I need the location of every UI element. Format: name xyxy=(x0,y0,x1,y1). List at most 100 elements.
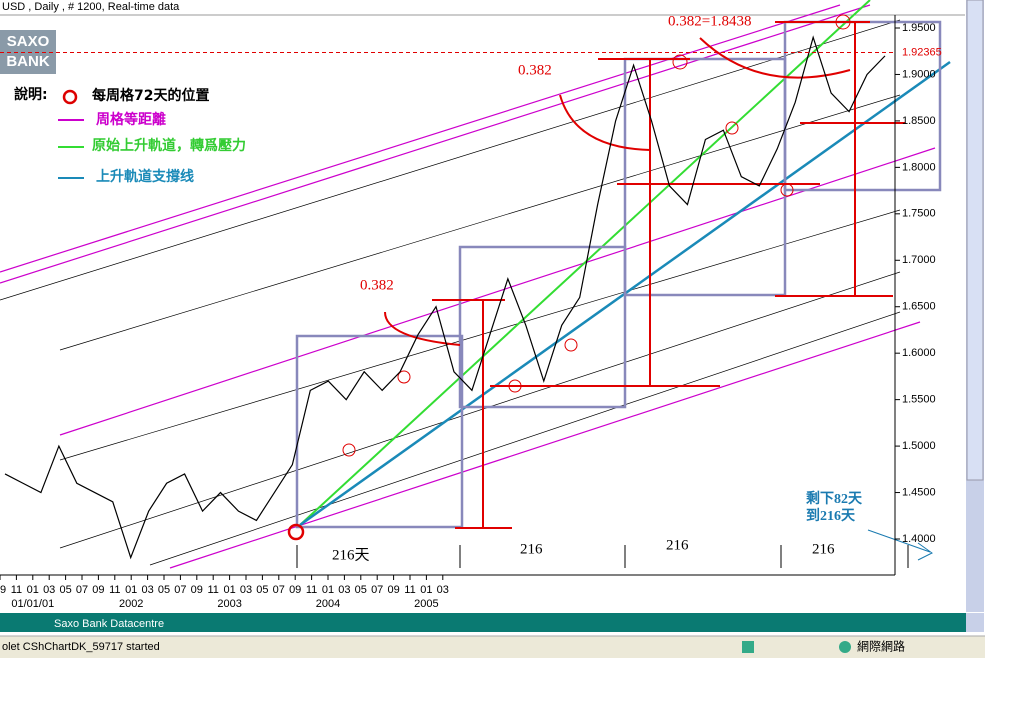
x-year-label: 2005 xyxy=(414,598,438,610)
cycle-circle xyxy=(780,183,794,197)
x-tick-label: 05 xyxy=(256,584,268,596)
y-tick-label: 1.4500 xyxy=(902,486,936,498)
cycle-label: 216 xyxy=(520,541,543,557)
y-tick-label: 1.7000 xyxy=(902,254,936,266)
arrow xyxy=(867,529,933,561)
zone-text: 網際網路 xyxy=(857,639,905,654)
x-tick-label: 03 xyxy=(437,584,449,596)
x-tick-label: 11 xyxy=(306,584,317,596)
annotation: 剩下82天 xyxy=(806,490,863,507)
scroll-button[interactable] xyxy=(966,613,984,632)
cycle-circle xyxy=(342,443,356,457)
x-tick-label: 01 xyxy=(322,584,334,596)
x-tick-label: 07 xyxy=(174,584,186,596)
x-year-label: 01/01/01 xyxy=(11,598,54,610)
annotation: 0.382=1.8438 xyxy=(668,13,751,29)
red-curve xyxy=(559,94,651,151)
logo-text: SAXO xyxy=(7,33,50,50)
status-bar xyxy=(0,636,985,658)
y-tick-label: 1.5000 xyxy=(902,440,936,452)
x-tick-label: 11 xyxy=(11,584,22,596)
legend-item: 原始上升軌道，轉爲壓力 xyxy=(92,137,246,154)
legend-item: 每周格72天的位置 xyxy=(92,87,209,104)
x-tick-label: 09 xyxy=(92,584,104,596)
last-price-label: 1.92365 xyxy=(902,46,942,58)
red-curve xyxy=(699,37,851,79)
x-tick-label: 07 xyxy=(371,584,383,596)
x-tick-label: 01 xyxy=(125,584,137,596)
x-year-label: 2003 xyxy=(217,598,241,610)
y-tick-label: 1.9500 xyxy=(902,22,936,34)
cycle-circle xyxy=(725,121,739,135)
status-icon xyxy=(742,641,754,653)
x-tick-label: 09 xyxy=(289,584,301,596)
cycle-circle xyxy=(564,338,578,352)
x-tick-label: 03 xyxy=(43,584,55,596)
x-tick-label: 01 xyxy=(420,584,432,596)
x-year-label: 2002 xyxy=(119,598,143,610)
x-tick-label: 03 xyxy=(338,584,350,596)
cycle-label: 216 xyxy=(812,541,835,557)
green-line xyxy=(299,0,871,526)
chart-header: USD , Daily , # 1200, Real-time data xyxy=(2,1,180,13)
x-tick-label: 05 xyxy=(158,584,170,596)
channel-line xyxy=(59,209,901,461)
footer-source: Saxo Bank Datacentre xyxy=(54,618,164,630)
footer-bar xyxy=(0,613,966,632)
y-tick-label: 1.6500 xyxy=(902,301,936,313)
cycle-circle xyxy=(287,523,305,541)
x-tick-label: 09 xyxy=(387,584,399,596)
x-tick-label: 03 xyxy=(240,584,252,596)
scroll-thumb[interactable] xyxy=(966,0,984,481)
cycle-circle xyxy=(672,54,688,70)
cycle-dividers xyxy=(296,545,909,568)
zone-icon xyxy=(839,641,851,653)
legend-item: 周格等距離 xyxy=(96,111,166,128)
channel-line xyxy=(59,94,901,351)
x-tick-label: 11 xyxy=(109,584,120,596)
cycle-label: 216 xyxy=(666,537,689,553)
legend-icon xyxy=(62,89,78,105)
x-tick-label: 01 xyxy=(27,584,39,596)
y-tick-label: 1.9000 xyxy=(902,68,936,80)
x-tick-label: 01 xyxy=(223,584,235,596)
x-year-label: 2004 xyxy=(316,598,340,610)
x-tick-label: 09 xyxy=(0,584,6,596)
annotation: 0.382 xyxy=(360,277,394,293)
x-tick-label: 03 xyxy=(141,584,153,596)
x-tick-label: 05 xyxy=(355,584,367,596)
y-tick-label: 1.6000 xyxy=(902,347,936,359)
x-tick-label: 11 xyxy=(207,584,218,596)
price-line xyxy=(4,35,886,560)
logo-text: BANK xyxy=(6,53,49,70)
cycle-box xyxy=(295,334,464,529)
x-tick-label: 09 xyxy=(191,584,203,596)
x-tick-label: 05 xyxy=(59,584,71,596)
x-tick-label: 07 xyxy=(273,584,285,596)
y-tick-label: 1.8000 xyxy=(902,161,936,173)
status-text: olet CShChartDK_59717 started xyxy=(2,641,160,653)
annotation: 到216天 xyxy=(806,508,856,524)
channel-line xyxy=(149,311,901,566)
legend-title: 說明: xyxy=(14,86,48,103)
y-tick-label: 1.4000 xyxy=(902,533,936,545)
channel-line xyxy=(0,4,871,284)
annotation: 0.382 xyxy=(518,62,552,78)
channel-line xyxy=(169,321,921,569)
cycle-circle xyxy=(508,379,522,393)
red-annotations xyxy=(287,14,905,541)
y-tick-label: 1.7500 xyxy=(902,208,936,220)
channel-line xyxy=(59,271,901,549)
price-series xyxy=(4,35,886,560)
channel-line xyxy=(0,19,901,301)
channel-line xyxy=(0,4,841,273)
cycle-box xyxy=(458,245,627,409)
y-tick-label: 1.5500 xyxy=(902,394,936,406)
x-tick-label: 11 xyxy=(404,584,415,596)
cycle-circle xyxy=(835,14,851,30)
cycle-label: 216天 xyxy=(332,547,370,563)
cycle-circle xyxy=(397,370,411,384)
legend-item: 上升軌道支撐线 xyxy=(96,168,194,185)
y-tick-label: 1.8500 xyxy=(902,115,936,127)
